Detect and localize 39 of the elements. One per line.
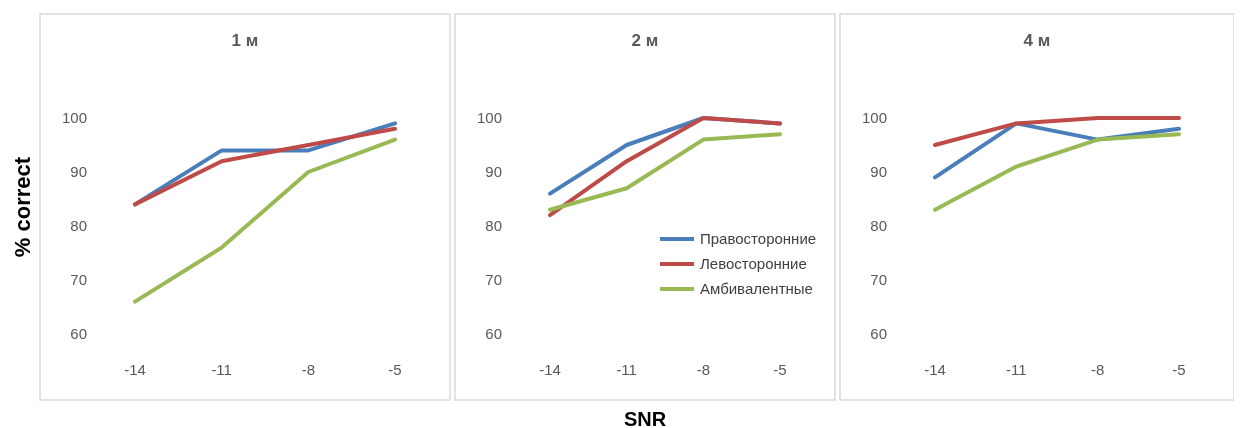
y-tick-label: 100	[861, 109, 887, 127]
y-tick-label: 100	[61, 109, 87, 127]
line-series	[548, 132, 782, 212]
y-tick-label: 70	[70, 271, 87, 289]
x-tick-label: -14	[124, 361, 146, 378]
y-tick-label: 70	[485, 271, 502, 289]
chart-title: 1 м	[231, 31, 259, 50]
x-tick-label: -11	[211, 361, 232, 378]
y-tick-label: 60	[70, 325, 87, 343]
y-tick-label: 100	[476, 109, 502, 127]
legend-label: Левосторонние	[700, 255, 807, 273]
line-series	[133, 137, 397, 304]
chart-title: 4 м	[1023, 31, 1051, 50]
x-tick-label: -5	[1172, 361, 1186, 378]
x-tick-label: -14	[924, 361, 946, 378]
x-tick-label: -11	[1006, 361, 1027, 378]
y-tick-label: 90	[70, 163, 87, 181]
x-tick-label: -8	[696, 361, 711, 378]
chart-title: 2 м	[631, 31, 659, 50]
y-tick-label: 80	[870, 217, 887, 235]
line-series	[933, 132, 1181, 212]
y-tick-label: 90	[485, 163, 502, 181]
x-tick-label: -8	[301, 361, 316, 378]
y-tick-label: 80	[70, 217, 87, 235]
y-tick-label: 70	[870, 271, 887, 289]
y-tick-label: 60	[870, 325, 887, 343]
legend-label: Амбивалентные	[700, 280, 813, 298]
legend-label: Правосторонние	[700, 230, 817, 248]
x-tick-label: -8	[1090, 361, 1105, 378]
y-tick-label: 90	[870, 163, 887, 181]
y-tick-label: 60	[485, 325, 502, 343]
x-tick-label: -5	[773, 361, 787, 378]
x-tick-label: -11	[616, 361, 637, 378]
y-tick-label: 80	[485, 217, 502, 235]
y-axis-title: % correct	[10, 156, 35, 258]
line-series	[548, 116, 782, 218]
x-axis-title: SNR	[623, 408, 667, 428]
x-tick-label: -5	[388, 361, 402, 378]
x-tick-label: -14	[539, 361, 561, 378]
